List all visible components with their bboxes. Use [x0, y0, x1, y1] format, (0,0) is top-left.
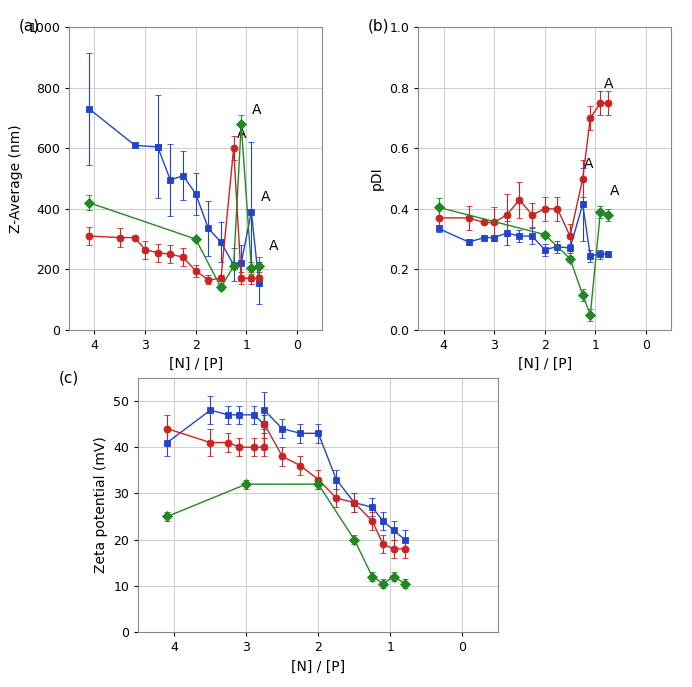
Text: A: A	[253, 102, 262, 117]
Y-axis label: Z-Average (nm): Z-Average (nm)	[9, 124, 23, 233]
X-axis label: [N] / [P]: [N] / [P]	[291, 660, 345, 674]
Text: A: A	[610, 184, 619, 199]
X-axis label: [N] / [P]: [N] / [P]	[169, 357, 223, 372]
Text: A: A	[584, 157, 594, 171]
Text: A: A	[237, 127, 246, 141]
X-axis label: [N] / [P]: [N] / [P]	[518, 357, 572, 372]
Y-axis label: Zeta potential (mV): Zeta potential (mV)	[94, 436, 108, 574]
Text: A: A	[268, 238, 278, 253]
Text: (a): (a)	[19, 19, 39, 34]
Text: (c): (c)	[60, 370, 80, 385]
Text: (b): (b)	[367, 19, 389, 34]
Text: A: A	[604, 77, 613, 91]
Y-axis label: pDI: pDI	[370, 167, 383, 190]
Text: A: A	[260, 190, 270, 204]
